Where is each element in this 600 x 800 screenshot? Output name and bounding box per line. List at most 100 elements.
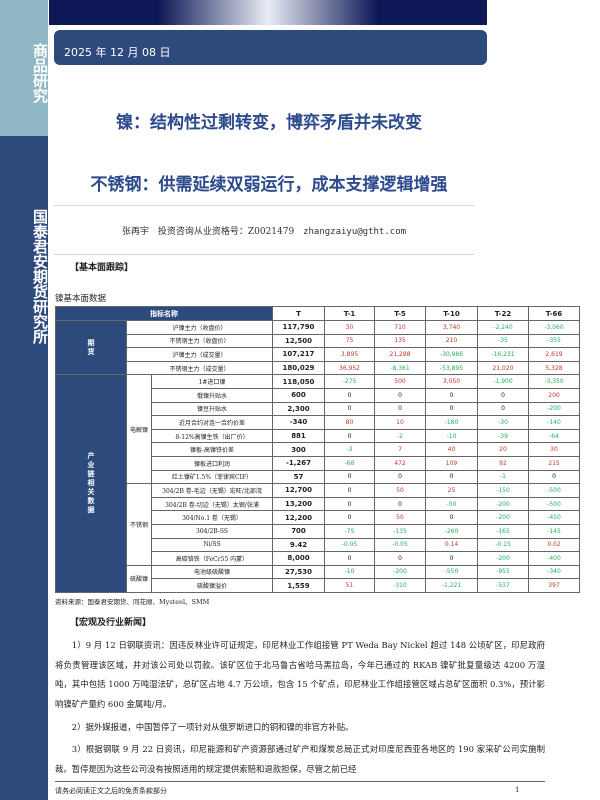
value-change: 51 bbox=[324, 578, 375, 593]
value-change: -200 bbox=[477, 496, 529, 512]
value-change: 0 bbox=[324, 428, 375, 444]
value-change: 0 bbox=[477, 401, 529, 417]
value-change: 0.14 bbox=[425, 537, 478, 553]
value-change: -500 bbox=[528, 483, 580, 498]
header-col: T bbox=[272, 306, 325, 321]
value-change: -3 bbox=[324, 442, 375, 457]
value-change: 7 bbox=[374, 442, 426, 457]
value-change: 210 bbox=[425, 333, 478, 349]
value-change: 472 bbox=[374, 455, 426, 471]
sidebar-institute bbox=[0, 136, 48, 800]
value-change: -355 bbox=[528, 333, 580, 349]
nickel-fundamentals-table: 指标名称 T T-1 T-5 T-10 T-22 T-66 期货 沪镍主力（收盘价） 117,7… bbox=[55, 306, 580, 593]
value-current: 107,217 bbox=[272, 347, 325, 362]
value-change: 0 bbox=[425, 551, 478, 566]
value-change: 0 bbox=[425, 387, 478, 403]
value-change: 0 bbox=[374, 496, 426, 512]
indicator-name: 硫酸镍溢价 bbox=[151, 578, 273, 593]
value-current: 9.42 bbox=[272, 537, 325, 553]
value-change: -260 bbox=[425, 523, 478, 539]
value-change: -200 bbox=[528, 401, 580, 417]
sidebar-category-label: 商品研究 bbox=[31, 43, 49, 103]
author-name: 张再宇 bbox=[121, 227, 149, 237]
value-change: -53,895 bbox=[425, 360, 478, 376]
indicator-name: 近月合约对连一合约价差 bbox=[151, 415, 273, 430]
value-change: 0 bbox=[324, 551, 375, 566]
value-change: -145 bbox=[528, 523, 580, 539]
table-row: 不锈钢 304/2B 卷-毛边（无锡）宏旺/北部湾 12,700 0 50 25 -150-… bbox=[56, 483, 580, 566]
header-col: T-22 bbox=[477, 306, 529, 321]
indicator-name: 不锈钢主力（收盘价） bbox=[126, 333, 273, 349]
value-change: -340 bbox=[528, 564, 580, 580]
value-change: -275 bbox=[324, 374, 375, 389]
table-row: 镍板-高镍铁价差 300 -3 7 40 20 30 bbox=[56, 442, 580, 457]
value-change: 0 bbox=[324, 469, 375, 485]
table-row: 不锈钢主力（收盘价） 12,500 75 135 210 -35 -355 bbox=[56, 333, 580, 349]
value-change: 0 bbox=[425, 401, 478, 417]
table-row: 产业链相关数据 电解镍 1#进口镍 118,050 -275 500 3,050 -1,900… bbox=[55, 374, 580, 593]
value-change: -35 bbox=[477, 333, 529, 349]
value-change: -2,240 bbox=[477, 320, 529, 335]
value-change: 80 bbox=[324, 415, 375, 430]
table-source: 资料来源：国泰君安期货、同花顺、Mysteel、SMM bbox=[55, 598, 210, 606]
value-change: -310 bbox=[374, 578, 426, 593]
table-row: 期货 沪镍主力（收盘价） 117,790 30 710 3,740 -2,240 -3,060 bbox=[55, 319, 580, 376]
value-change: -1 bbox=[477, 469, 529, 485]
value-current: 12,200 bbox=[272, 510, 325, 525]
indicator-name: Ni/SS bbox=[151, 537, 273, 553]
value-change: 92 bbox=[477, 455, 529, 471]
table-row: 沪镍主力（成交量） 107,217 3,895 21,288 -30,986 -16,23… bbox=[56, 347, 580, 362]
title-stainless: 不锈钢：供需延续双弱运行，成本支撑逻辑增强 bbox=[90, 175, 448, 195]
value-change: -68 bbox=[324, 455, 375, 471]
value-change: 0 bbox=[324, 401, 375, 417]
value-change: -135 bbox=[374, 523, 426, 539]
value-change: -0.15 bbox=[477, 537, 529, 553]
table-row: 高碳铬铁（FeCr55 内蒙） 8,000 0 0 0 -200 -400 bbox=[56, 551, 580, 566]
value-change: 0 bbox=[374, 551, 426, 566]
value-change: 215 bbox=[528, 455, 580, 471]
news-item-1: 1）9 月 12 日钢联资讯：因违反林业许可证规定，印尼林业工作组接管 PT W… bbox=[55, 640, 545, 709]
title-nickel: 镍：结构性过剩转变，博弈矛盾并未改变 bbox=[116, 113, 422, 133]
indicator-name: 不锈钢主力（成交量） bbox=[126, 360, 273, 376]
value-change: 0 bbox=[374, 387, 426, 403]
value-change: 10 bbox=[374, 415, 426, 430]
value-change: 0 bbox=[324, 483, 375, 498]
value-current: -1,267 bbox=[272, 455, 325, 471]
value-change: -75 bbox=[324, 523, 375, 539]
author-email[interactable]: zhangzaiyu@gtht.com bbox=[303, 227, 407, 237]
indicator-name: 1#进口镍 bbox=[151, 374, 273, 389]
value-change: -180 bbox=[425, 415, 478, 430]
value-change: -64 bbox=[528, 428, 580, 444]
value-current: 2,300 bbox=[272, 401, 325, 417]
value-change: -537 bbox=[477, 578, 529, 593]
author-line: 张再宇 投资咨询从业资格号：Z0021479 zhangzaiyu@gtht.c… bbox=[54, 224, 474, 237]
value-change: 20 bbox=[477, 442, 529, 457]
report-date: 2025 年 12 月 08 日 bbox=[64, 46, 171, 59]
subgroup-label: 不锈钢 bbox=[126, 483, 152, 566]
table-row: 红土镍矿1.5%（菲律宾CIF） 57 0 0 0 -1 0 bbox=[56, 469, 580, 485]
value-change: 2,619 bbox=[528, 347, 580, 362]
value-current: 13,200 bbox=[272, 496, 325, 512]
value-change: 75 bbox=[324, 333, 375, 349]
value-current: 12,700 bbox=[272, 483, 325, 498]
indicator-name: 304/No.1 卷（无锡） bbox=[151, 510, 273, 525]
value-change: -400 bbox=[528, 551, 580, 566]
header-col: T-10 bbox=[425, 306, 478, 321]
news-item-3: 3）根据钢联 9 月 22 日资讯，印尼能源和矿产资源部通过矿产和煤炭总局正式对… bbox=[55, 744, 545, 774]
indicator-name: 镍板-高镍铁价差 bbox=[151, 442, 273, 457]
table-row: 硫酸镍 电池级硫酸镍 27,530 -10 -200 -550 -955 -340 bbox=[56, 564, 580, 593]
footer-divider bbox=[55, 781, 545, 782]
indicator-name: 红土镍矿1.5%（菲律宾CIF） bbox=[151, 469, 273, 485]
group-label: 期货 bbox=[55, 319, 127, 376]
value-current: 12,500 bbox=[272, 333, 325, 349]
value-change: 0 bbox=[425, 469, 478, 485]
page-number: 1 bbox=[515, 786, 520, 794]
value-change: 0.02 bbox=[528, 537, 580, 553]
indicator-name: 高碳铬铁（FeCr55 内蒙） bbox=[151, 551, 273, 566]
value-change: -39 bbox=[477, 428, 529, 444]
value-current: 57 bbox=[272, 469, 325, 485]
table-row: 不锈钢主力（成交量） 180,029 36,952 -8,361 -53,895 21,0… bbox=[56, 360, 580, 376]
value-change: -0.05 bbox=[374, 537, 426, 553]
group-label: 产业链相关数据 bbox=[55, 374, 127, 593]
value-change: -450 bbox=[528, 510, 580, 525]
